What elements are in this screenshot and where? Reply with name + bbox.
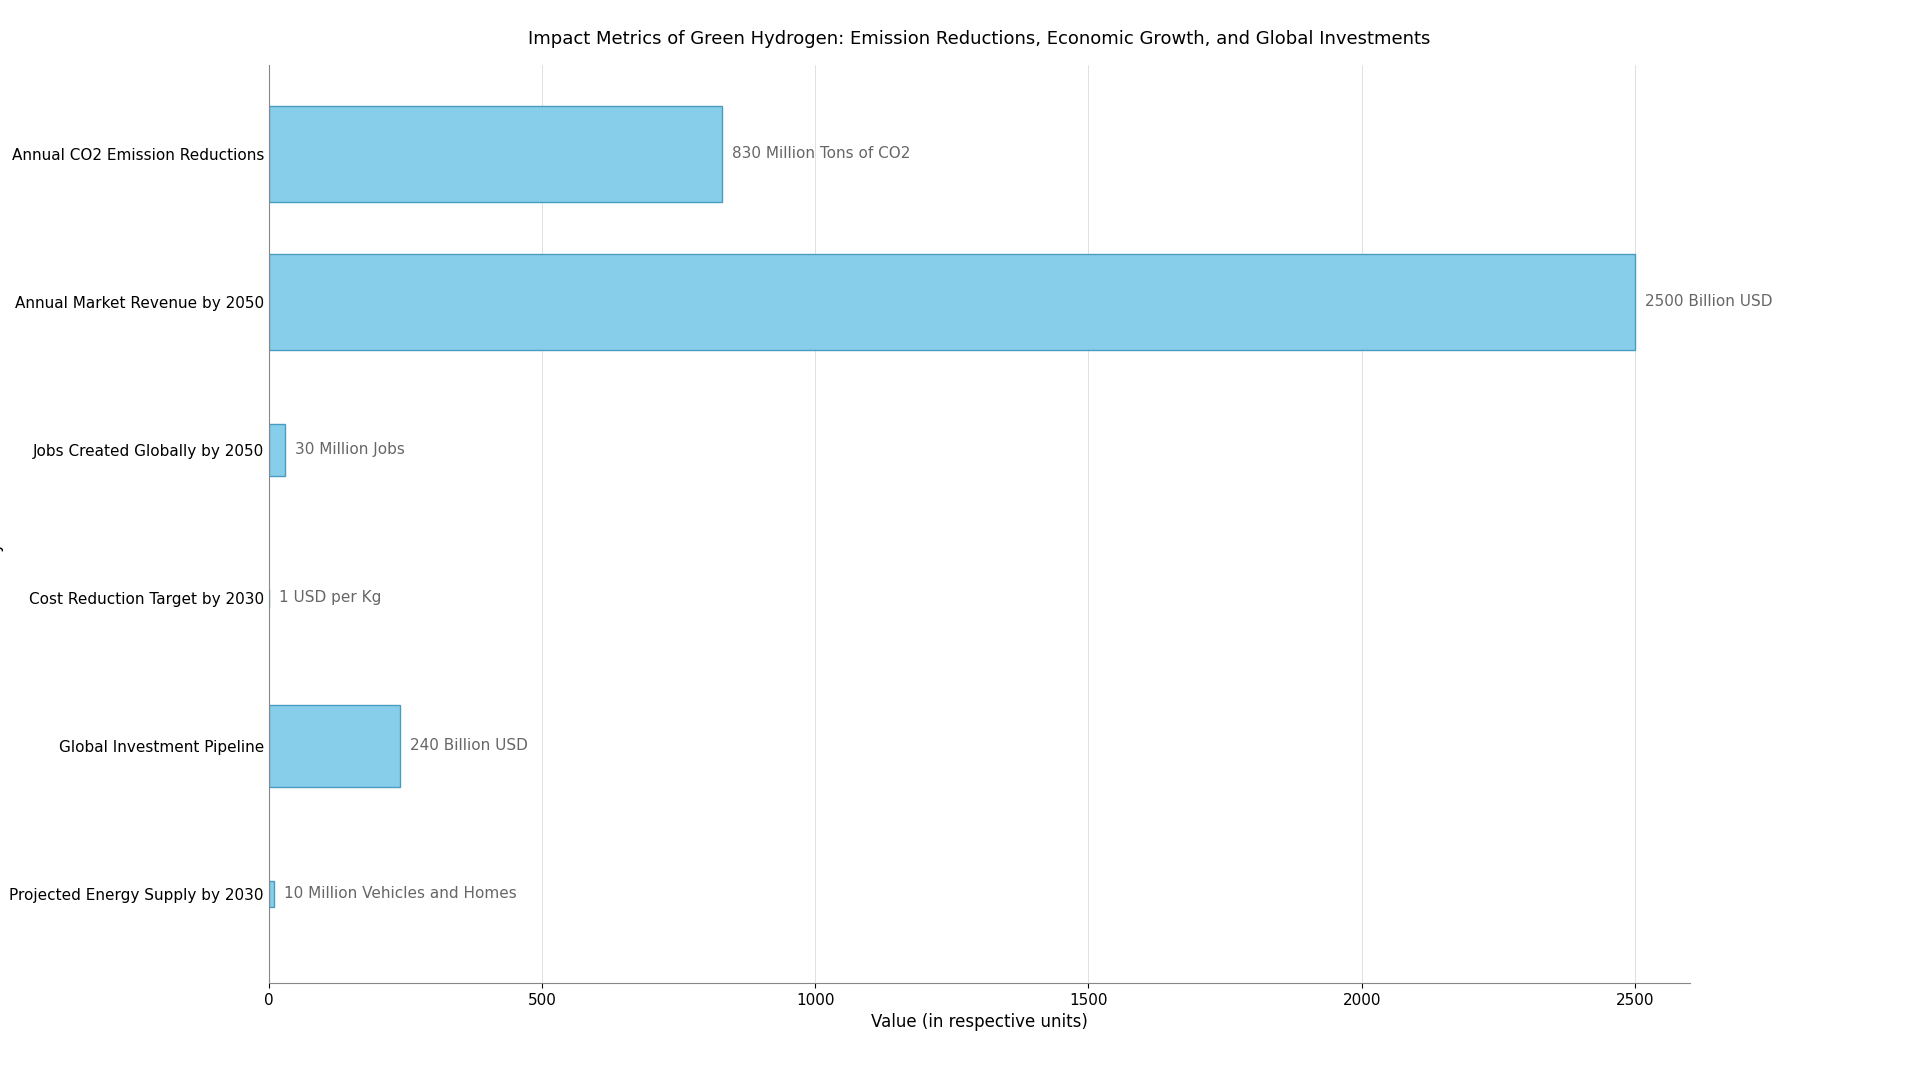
Text: 30 Million Jobs: 30 Million Jobs bbox=[296, 443, 405, 457]
Text: 830 Million Tons of CO2: 830 Million Tons of CO2 bbox=[732, 146, 910, 161]
Bar bbox=[269, 254, 1636, 350]
Text: 240 Billion USD: 240 Billion USD bbox=[409, 739, 528, 754]
Bar bbox=[269, 423, 286, 475]
Text: 10 Million Vehicles and Homes: 10 Million Vehicles and Homes bbox=[284, 887, 516, 902]
Text: 1 USD per Kg: 1 USD per Kg bbox=[278, 591, 382, 605]
Bar bbox=[269, 880, 275, 907]
Text: 2500 Billion USD: 2500 Billion USD bbox=[1645, 294, 1772, 309]
Bar bbox=[269, 106, 722, 202]
Bar bbox=[269, 705, 399, 786]
Y-axis label: Key Metrics: Key Metrics bbox=[0, 476, 4, 571]
Title: Impact Metrics of Green Hydrogen: Emission Reductions, Economic Growth, and Glob: Impact Metrics of Green Hydrogen: Emissi… bbox=[528, 30, 1430, 48]
X-axis label: Value (in respective units): Value (in respective units) bbox=[872, 1013, 1087, 1031]
